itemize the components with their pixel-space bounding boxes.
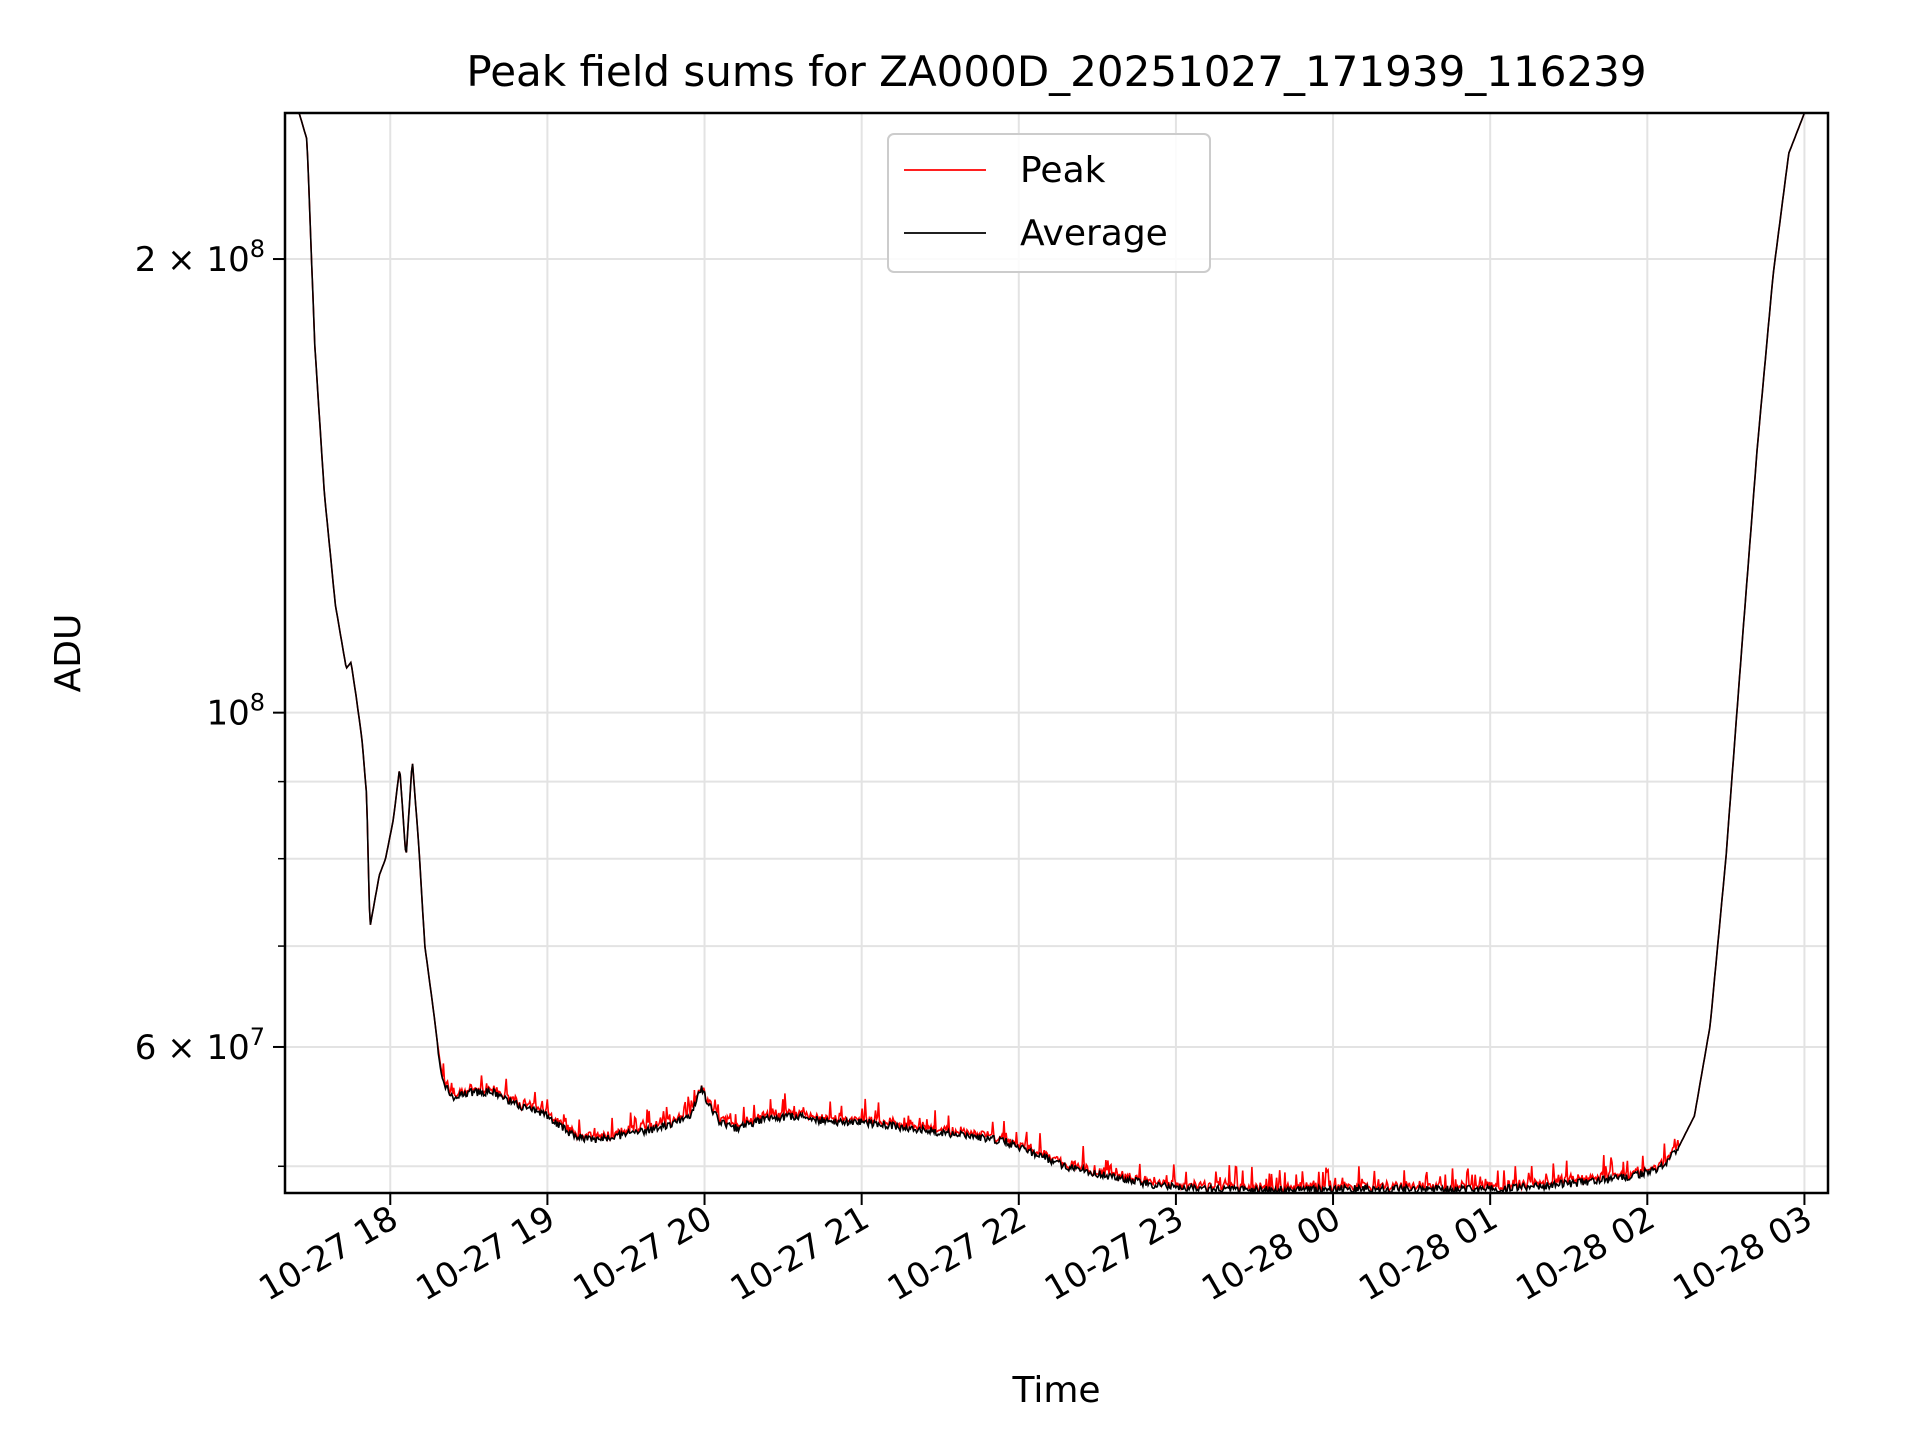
series-layer (285, 113, 1828, 1193)
legend: Peak Average (887, 133, 1211, 273)
y-tick-label: 6 × 107 (135, 1023, 265, 1068)
chart-title: Peak field sums for ZA000D_20251027_1719… (466, 47, 1646, 96)
grid-layer (285, 113, 1828, 1193)
legend-label-average: Average (1020, 213, 1168, 254)
plot-frame (283, 111, 1830, 1195)
legend-box (887, 133, 1211, 273)
legend-label-peak: Peak (1020, 150, 1106, 191)
y-axis-label: ADU (48, 614, 89, 693)
x-axis-label: Time (1011, 1370, 1100, 1411)
series-line-peak (285, 113, 1828, 1193)
y-tick-label: 108 (206, 689, 265, 734)
series-line-average (285, 113, 1828, 1193)
y-tick-label: 2 × 108 (135, 235, 265, 280)
